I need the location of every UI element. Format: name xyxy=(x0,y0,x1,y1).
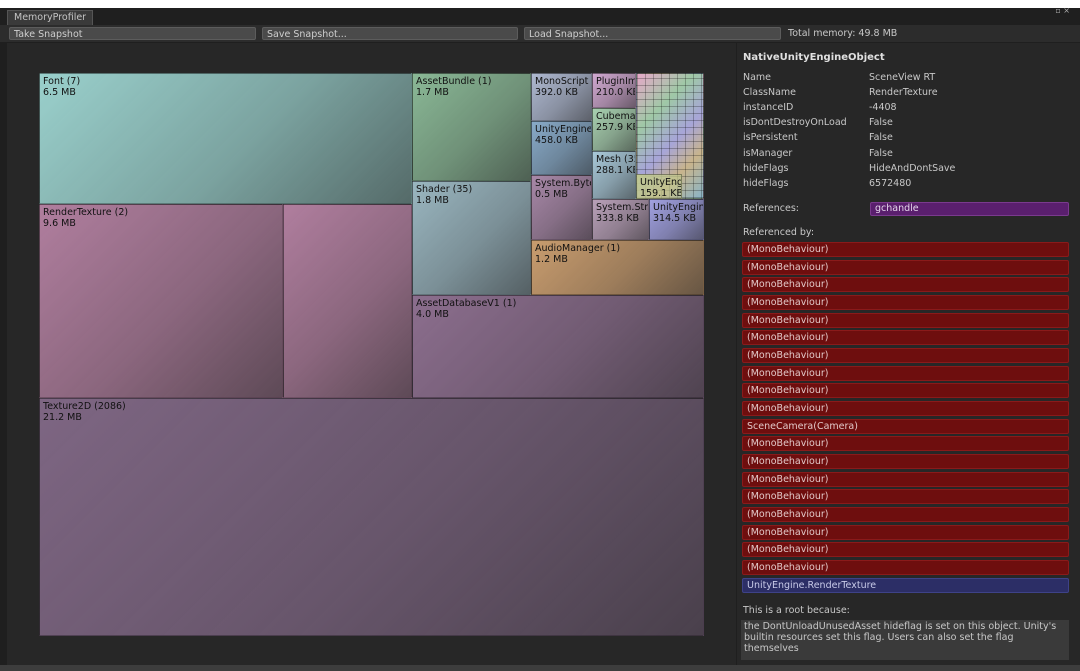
cell-size: 288.1 KB xyxy=(596,165,636,176)
referenced-by-item[interactable]: (MonoBehaviour) xyxy=(742,242,1069,257)
prop-key: isPersistent xyxy=(743,132,798,143)
save-snapshot-button[interactable]: Save Snapshot... xyxy=(262,27,518,40)
referenced-by-item[interactable]: (MonoBehaviour) xyxy=(742,295,1069,310)
cell-size: 6.5 MB xyxy=(43,87,76,98)
referenced-by-item[interactable]: (MonoBehaviour) xyxy=(742,525,1069,540)
referenced-by-item[interactable]: (MonoBehaviour) xyxy=(742,366,1069,381)
referenced-by-label: Referenced by: xyxy=(743,227,815,238)
treemap-cell-unityengine[interactable]: UnityEngine 458.0 KB xyxy=(531,121,592,175)
prop-key: hideFlags xyxy=(743,163,789,174)
treemap-cell-assetbundle[interactable]: AssetBundle (1) 1.7 MB xyxy=(412,73,531,181)
cell-size: 159.1 KB xyxy=(640,188,682,199)
cell-name: AssetBundle (1) xyxy=(416,76,492,87)
prop-value: -4408 xyxy=(869,102,897,113)
cell-size: 458.0 KB xyxy=(535,135,578,146)
treemap-cell-unityengine-blue[interactable]: UnityEngin 314.5 KB xyxy=(649,199,704,240)
prop-value: 6572480 xyxy=(869,178,912,189)
referenced-by-item[interactable]: (MonoBehaviour) xyxy=(742,542,1069,557)
prop-value: False xyxy=(869,132,893,143)
cell-size: 1.7 MB xyxy=(416,87,449,98)
cell-size: 4.0 MB xyxy=(416,309,449,320)
prop-value: False xyxy=(869,148,893,159)
treemap-cell-system-string[interactable]: System.Str 333.8 KB xyxy=(592,199,649,240)
prop-value: RenderTexture xyxy=(869,87,938,98)
cell-name: UnityEngin xyxy=(653,202,704,213)
treemap-cell-system-byte[interactable]: System.Byte 0.5 MB xyxy=(531,175,592,240)
referenced-by-item[interactable]: (MonoBehaviour) xyxy=(742,383,1069,398)
treemap-cell-monoscript[interactable]: MonoScript 392.0 KB xyxy=(531,73,592,121)
referenced-by-item[interactable]: (MonoBehaviour) xyxy=(742,507,1069,522)
cell-name: AssetDatabaseV1 (1) xyxy=(416,298,517,309)
references-label: References: xyxy=(743,203,799,214)
referenced-by-item[interactable]: (MonoBehaviour) xyxy=(742,330,1069,345)
referenced-by-item[interactable]: (MonoBehaviour) xyxy=(742,560,1069,575)
referenced-by-item[interactable]: (MonoBehaviour) xyxy=(742,472,1069,487)
treemap-cell-unityengine-small[interactable]: UnityEng 159.1 KB xyxy=(636,174,682,199)
cell-size: 210.0 KB xyxy=(596,87,636,98)
cell-name: Font (7) xyxy=(43,76,81,87)
bottom-strip xyxy=(0,665,1080,671)
cell-name: PluginIm xyxy=(596,76,636,87)
treemap-cell-mesh[interactable]: Mesh (35 288.1 KB xyxy=(592,151,636,199)
cell-size: 1.2 MB xyxy=(535,254,568,265)
referenced-by-item[interactable]: (MonoBehaviour) xyxy=(742,401,1069,416)
cell-name: RenderTexture (2) xyxy=(43,207,129,218)
cell-size: 1.8 MB xyxy=(416,195,449,206)
treemap-cell-audiomanager[interactable]: AudioManager (1) 1.2 MB xyxy=(531,240,704,295)
cell-name: System.Str xyxy=(596,202,649,213)
treemap-cell-assetdatabase[interactable]: AssetDatabaseV1 (1) 4.0 MB xyxy=(412,295,704,398)
take-snapshot-button[interactable]: Take Snapshot xyxy=(9,27,256,40)
treemap-cell-texture2d[interactable]: Texture2D (2086) 21.2 MB xyxy=(39,398,704,636)
cell-size: 333.8 KB xyxy=(596,213,639,224)
window-tab-memory-profiler[interactable]: MemoryProfiler xyxy=(7,10,94,25)
referenced-by-item[interactable]: (MonoBehaviour) xyxy=(742,277,1069,292)
treemap-cell-font[interactable]: Font (7) 6.5 MB xyxy=(39,73,412,204)
cell-size: 257.9 KB xyxy=(596,122,636,133)
cell-size: 0.5 MB xyxy=(535,189,568,200)
prop-value: False xyxy=(869,117,893,128)
referenced-by-item[interactable]: (MonoBehaviour) xyxy=(742,260,1069,275)
cell-name: Texture2D (2086) xyxy=(43,401,126,412)
referenced-by-item[interactable]: (MonoBehaviour) xyxy=(742,348,1069,363)
cell-name: AudioManager (1) xyxy=(535,243,621,254)
referenced-by-item-camera[interactable]: SceneCamera(Camera) xyxy=(742,419,1069,434)
referenced-by-item[interactable]: (MonoBehaviour) xyxy=(742,436,1069,451)
cell-name: Shader (35) xyxy=(416,184,473,195)
inspector-title: NativeUnityEngineObject xyxy=(743,52,885,63)
cell-size: 392.0 KB xyxy=(535,87,578,98)
treemap-cell-pluginimporter[interactable]: PluginIm 210.0 KB xyxy=(592,73,636,108)
prop-key: instanceID xyxy=(743,102,794,113)
referenced-by-item[interactable]: (MonoBehaviour) xyxy=(742,489,1069,504)
prop-value: SceneView RT xyxy=(869,72,936,83)
prop-value: HideAndDontSave xyxy=(869,163,956,174)
prop-key: ClassName xyxy=(743,87,797,98)
treemap-cell-rendertexture[interactable]: RenderTexture (2) 9.6 MB xyxy=(39,204,283,398)
cell-size: 9.6 MB xyxy=(43,218,76,229)
window-top-strip xyxy=(0,0,1080,8)
prop-key: isManager xyxy=(743,148,793,159)
treemap-cell-rendertexture-item[interactable] xyxy=(283,204,412,398)
referenced-by-item[interactable]: (MonoBehaviour) xyxy=(742,454,1069,469)
cell-name: Mesh (35 xyxy=(596,154,636,165)
cell-name: MonoScript xyxy=(535,76,589,87)
treemap-cell-shader[interactable]: Shader (35) 1.8 MB xyxy=(412,181,531,295)
reference-gchandle-button[interactable]: gchandle xyxy=(870,202,1069,216)
cell-name: UnityEng xyxy=(640,177,682,188)
cell-size: 314.5 KB xyxy=(653,213,696,224)
total-memory-label: Total memory: 49.8 MB xyxy=(788,28,898,39)
cell-size: 21.2 MB xyxy=(43,412,82,423)
prop-key: hideFlags xyxy=(743,178,789,189)
window-controls-icon[interactable]: ▫ × xyxy=(1055,6,1070,15)
prop-key: isDontDestroyOnLoad xyxy=(743,117,847,128)
cell-name: UnityEngine xyxy=(535,124,592,135)
root-reason-label: This is a root because: xyxy=(743,605,850,616)
load-snapshot-button[interactable]: Load Snapshot... xyxy=(524,27,781,40)
root-reason-text: the DontUnloadUnusedAsset hideflag is se… xyxy=(741,620,1069,660)
referenced-by-item[interactable]: (MonoBehaviour) xyxy=(742,313,1069,328)
cell-name: Cubema xyxy=(596,111,636,122)
treemap-cell-cubemap[interactable]: Cubema 257.9 KB xyxy=(592,108,636,151)
referenced-by-item-rendertexture[interactable]: UnityEngine.RenderTexture xyxy=(742,578,1069,593)
prop-key: Name xyxy=(743,72,772,83)
cell-name: System.Byte xyxy=(535,178,592,189)
